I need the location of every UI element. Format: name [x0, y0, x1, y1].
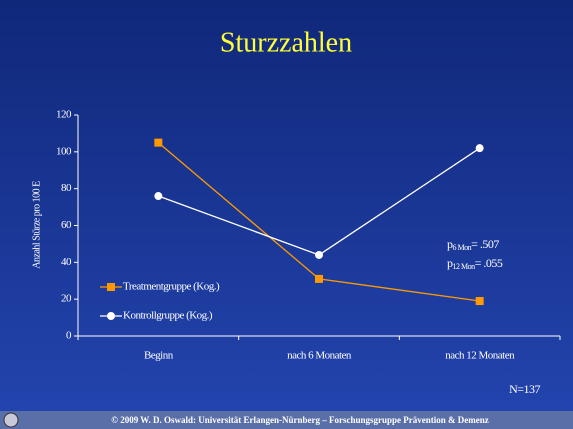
p-subscript: 6 Mon — [453, 243, 472, 252]
marker — [154, 138, 163, 147]
marker — [475, 144, 484, 153]
x-tick-label: nach 6 Monaten — [287, 350, 352, 362]
marker — [154, 192, 163, 201]
footer: © 2009 W. D. Oswald: Universität Erlange… — [111, 415, 488, 425]
y-tick-label: 80 — [61, 182, 72, 194]
p-symbol: p — [447, 256, 453, 270]
logo — [3, 412, 19, 428]
marker — [107, 283, 115, 291]
legend-label: Treatmentgruppe (Kog.) — [123, 281, 220, 293]
p-value: = .507 — [471, 237, 499, 251]
y-tick-label: 0 — [66, 330, 72, 342]
x-tick-label: nach 12 Monaten — [445, 350, 515, 362]
x-tick-label: Beginn — [144, 350, 174, 362]
p-subscript: 12 Mon — [453, 262, 476, 271]
annotation: p12 Mon= .055 — [447, 256, 503, 271]
p-symbol: p — [447, 237, 453, 251]
p-value: = .055 — [475, 256, 503, 270]
y-tick-label: 20 — [61, 293, 72, 305]
chart-title: Sturzzahlen — [220, 27, 352, 58]
marker — [107, 312, 115, 320]
marker — [315, 250, 323, 259]
y-tick-label: 120 — [56, 109, 72, 121]
y-tick-label: 40 — [61, 256, 72, 268]
marker — [315, 274, 323, 283]
footer-bar — [0, 411, 573, 429]
marker — [475, 297, 484, 306]
annotation: p6 Mon= .507 — [447, 237, 499, 252]
y-tick-label: 100 — [56, 145, 72, 157]
legend-label: Kontrollgruppe (Kog.) — [123, 310, 213, 322]
note: N=137 — [509, 382, 540, 396]
y-axis-label: Anzahl Stürze pro 100 E — [31, 181, 42, 269]
y-tick-label: 60 — [61, 219, 72, 231]
